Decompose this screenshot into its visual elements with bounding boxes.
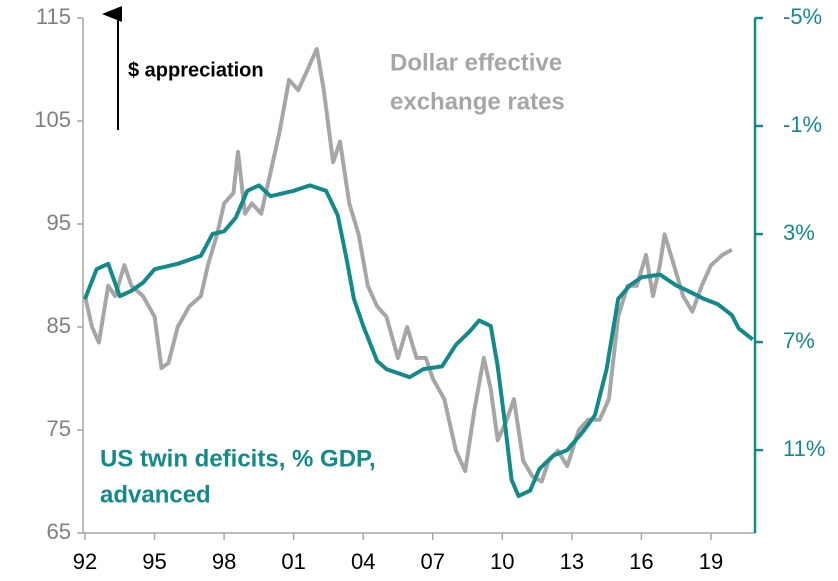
x-tick-label: 10 [490, 549, 514, 574]
annotation: $ appreciation [128, 59, 264, 81]
y-tick-label: 95 [47, 210, 71, 235]
annotation: advanced [100, 481, 211, 508]
x-tick-label: 98 [212, 549, 236, 574]
y-tick-label: 115 [36, 4, 71, 29]
y2-tick-label: 7% [783, 328, 815, 353]
x-tick-label: 16 [629, 549, 653, 574]
x-tick-label: 92 [73, 549, 97, 574]
y2-tick-label: -1% [783, 112, 822, 137]
y2-tick-label: -5% [783, 4, 822, 29]
x-tick-label: 95 [142, 549, 166, 574]
x-tick-label: 04 [351, 549, 375, 574]
y2-tick-label: 11% [783, 436, 825, 461]
x-tick-label: 19 [699, 549, 723, 574]
y2-tick-label: 3% [783, 220, 815, 245]
x-tick-label: 01 [281, 549, 305, 574]
annotation: exchange rates [390, 88, 565, 115]
y-tick-label: 85 [47, 313, 71, 338]
x-tick-label: 07 [421, 549, 445, 574]
y-tick-label: 75 [47, 416, 71, 441]
annotation: US twin deficits, % GDP, [100, 445, 376, 472]
y-tick-label: 105 [34, 107, 71, 132]
series-line [83, 183, 754, 498]
y-tick-label: 65 [47, 519, 71, 544]
annotation: Dollar effective [390, 49, 562, 76]
x-tick-label: 13 [560, 549, 584, 574]
